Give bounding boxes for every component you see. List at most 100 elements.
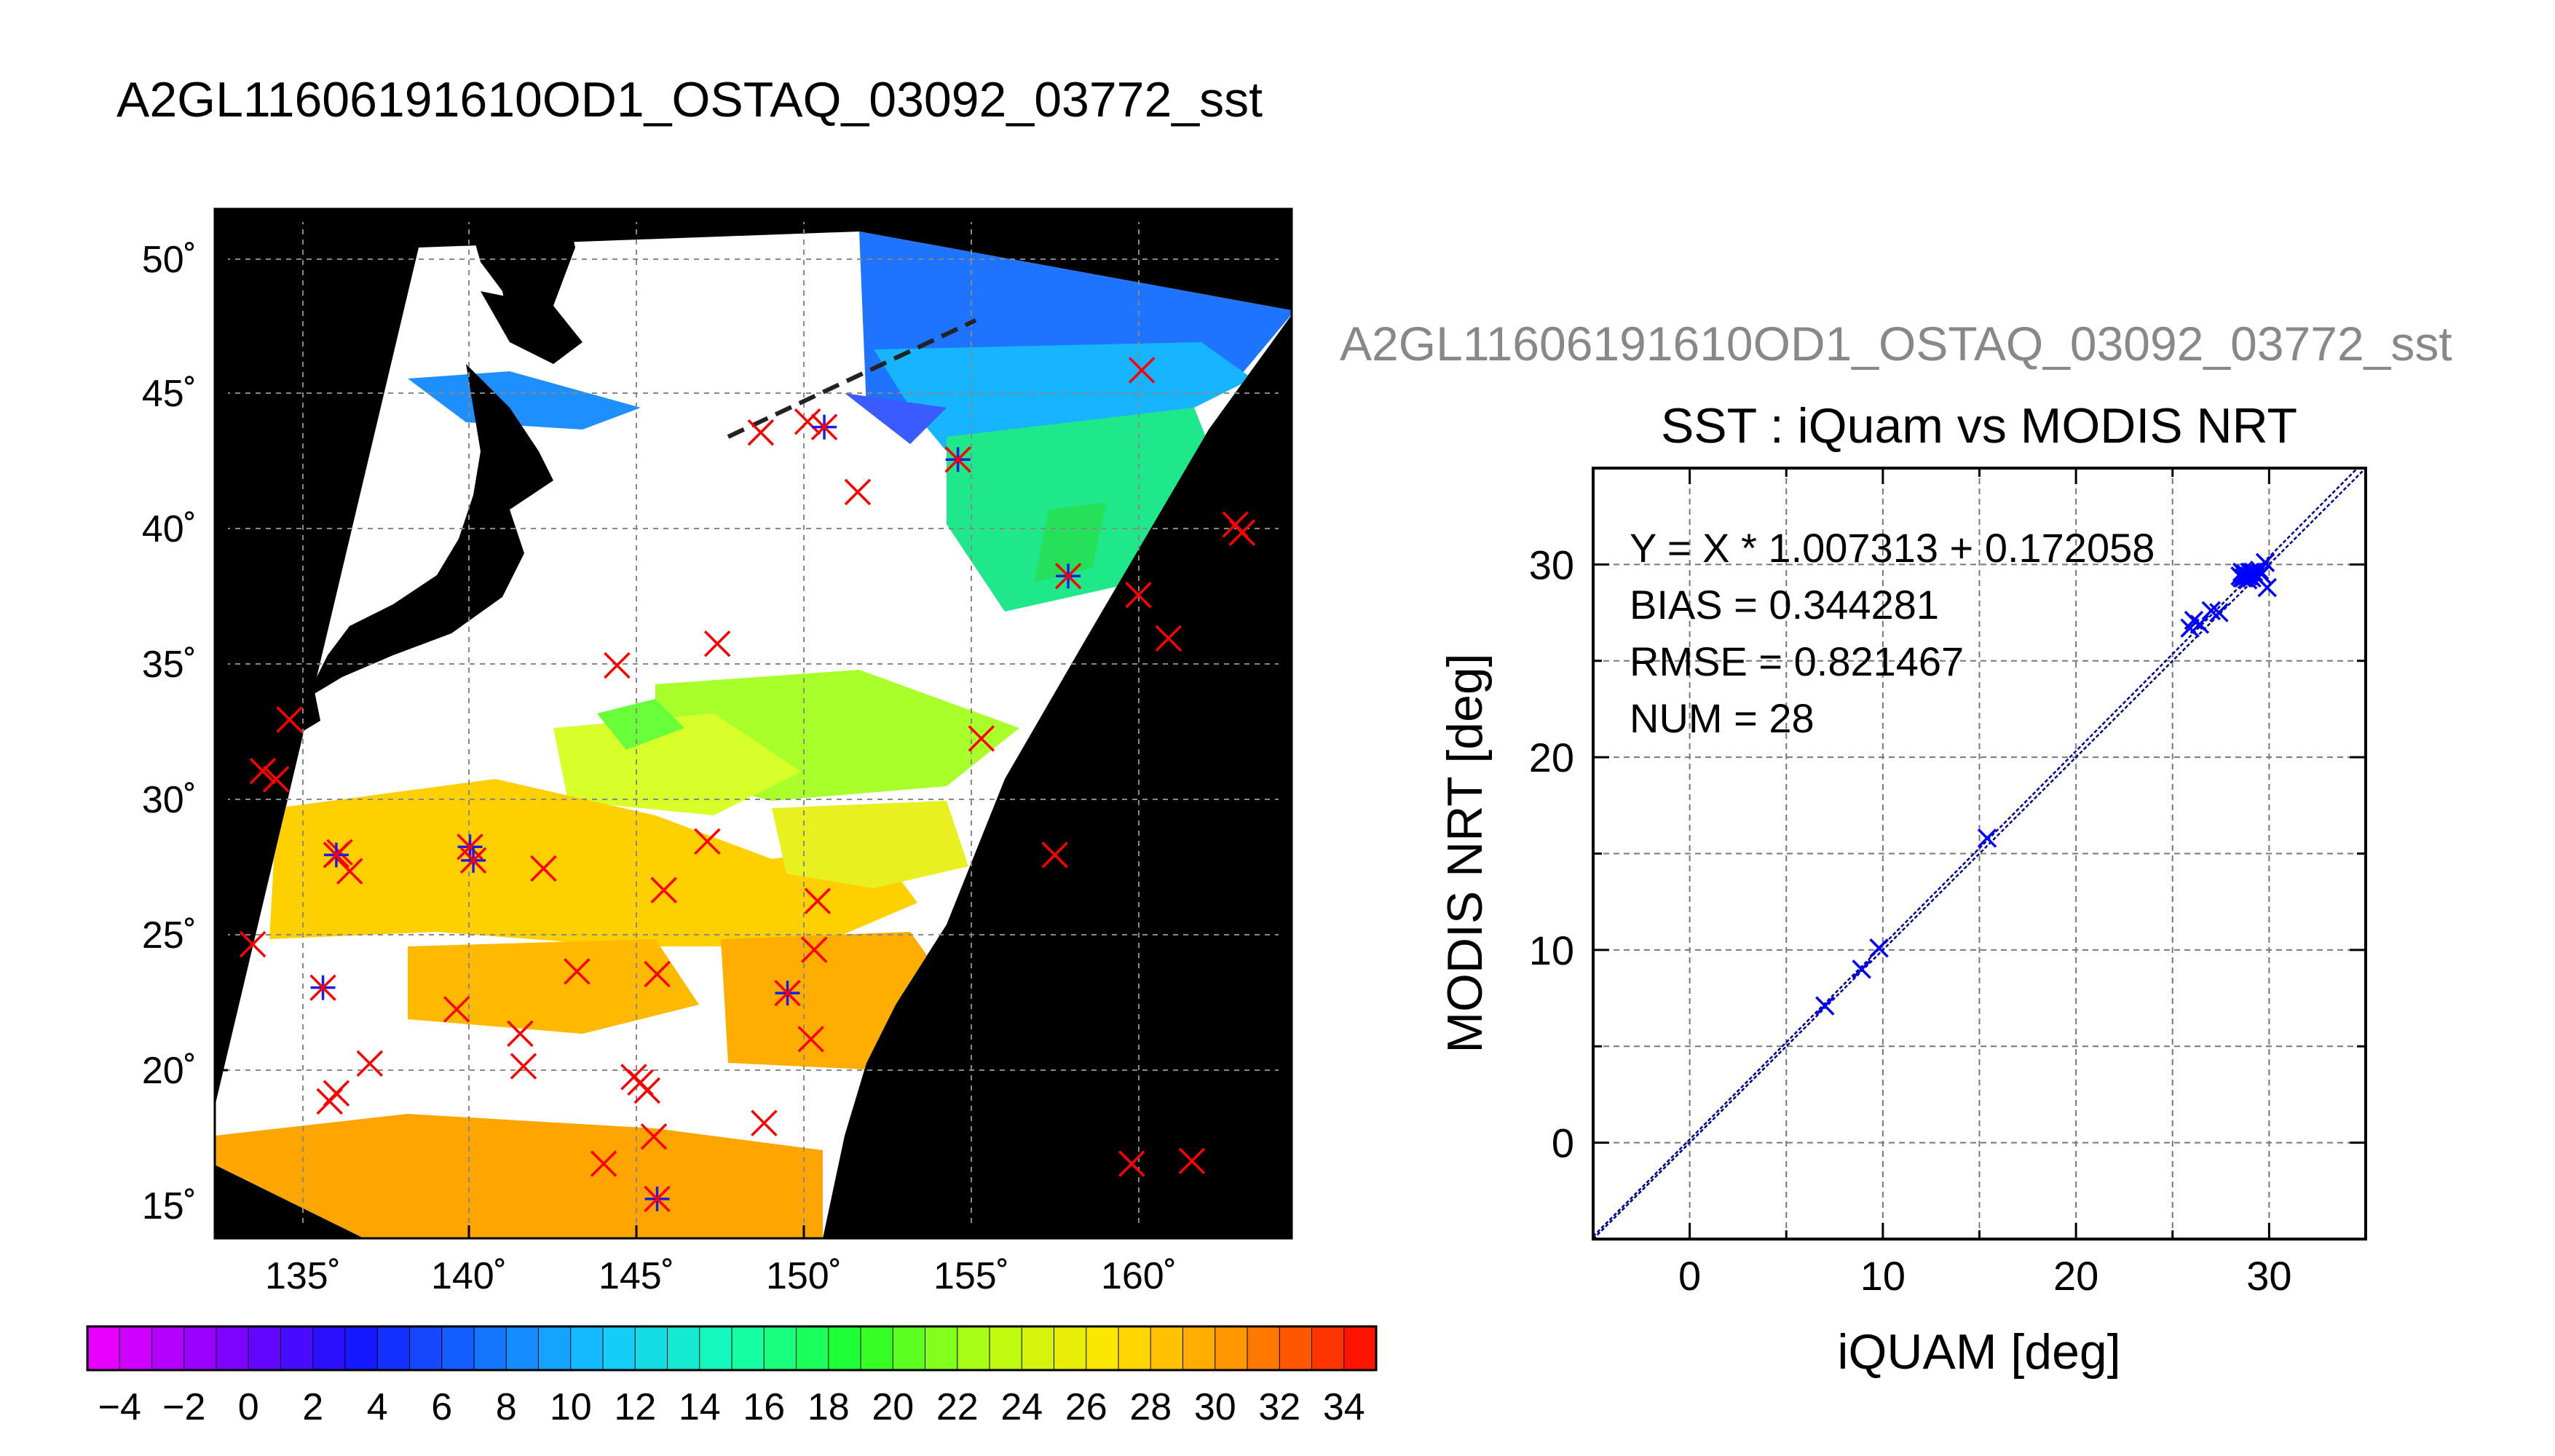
colorbar-tick-label: 30 [1194, 1386, 1236, 1428]
colorbar-cell [1279, 1326, 1312, 1370]
rmse-value: RMSE = 0.821467 [1630, 638, 1964, 684]
obs-x-marker [1118, 1150, 1145, 1177]
lat-label-25: 25˚ [142, 914, 197, 957]
colorbar-cell [377, 1326, 410, 1370]
obs-x-marker [443, 996, 470, 1023]
identity-line [1593, 468, 2366, 1239]
lat-label-15: 15˚ [142, 1185, 197, 1227]
lon-label-160: 160˚ [1101, 1255, 1177, 1297]
scatter-point [2243, 562, 2264, 582]
map-markers [239, 357, 1256, 1213]
regression-line [1593, 468, 2359, 1238]
obs-matched-marker [309, 974, 336, 1001]
obs-x-marker [356, 1050, 384, 1077]
obs-x-marker [968, 725, 995, 752]
x-axis-label: iQUAM [deg] [1837, 1324, 2120, 1380]
y-tick-label: 20 [1529, 735, 1574, 780]
colorbar-tick-label: 32 [1258, 1386, 1300, 1428]
obs-matched-marker [1054, 563, 1082, 590]
colorbar-cell [1054, 1326, 1087, 1370]
obs-x-marker [640, 1123, 668, 1150]
lon-labels: 135˚ 140˚ 145˚ 150˚ 155˚ 160˚ [265, 1255, 1177, 1297]
lon-label-140: 140˚ [431, 1255, 507, 1297]
colorbar-cell [216, 1326, 249, 1370]
colorbar: −4 −2 0 2 4 6 8 10 12 14 16 18 20 22 24 26 28 30 32 34 [86, 1325, 1378, 1428]
colorbar-tick-label: 4 [367, 1386, 388, 1428]
colorbar-cell [1118, 1326, 1151, 1370]
obs-x-marker [1155, 625, 1182, 652]
track-line [727, 318, 977, 439]
obs-x-marker [747, 419, 775, 446]
lon-label-150: 150˚ [766, 1255, 842, 1297]
colorbar-cells [87, 1326, 1377, 1370]
obs-x-marker [794, 408, 821, 435]
map-frame [213, 207, 1293, 1240]
obs-x-marker [249, 757, 277, 785]
page-title: A2GL11606191610OD1_OSTAQ_03092_03772_sst [117, 72, 1263, 127]
colorbar-cell [796, 1326, 829, 1370]
colorbar-cell [248, 1326, 281, 1370]
obs-x-marker [507, 1020, 534, 1048]
obs-x-marker [1128, 357, 1156, 384]
colorbar-cell [183, 1326, 217, 1370]
colorbar-cell [764, 1326, 797, 1370]
colorbar-cell [1022, 1326, 1054, 1370]
obs-matched-marker [644, 1185, 671, 1213]
obs-x-marker [336, 858, 363, 885]
colorbar-tick-label: 6 [431, 1386, 452, 1428]
colorbar-tick-label: 20 [872, 1386, 914, 1428]
colorbar-tick-label: 22 [936, 1386, 979, 1428]
colorbar-cell [538, 1326, 572, 1370]
obs-matched-marker [774, 979, 801, 1007]
obs-x-marker [1228, 519, 1256, 546]
obs-x-marker [323, 1080, 350, 1107]
lat-label-40: 40˚ [142, 508, 197, 550]
scatter-point [2189, 614, 2210, 634]
colorbar-cell [732, 1326, 765, 1370]
colorbar-cell [1247, 1326, 1280, 1370]
bias-value: BIAS = 0.344281 [1630, 582, 1939, 628]
obs-x-marker [276, 706, 303, 733]
obs-x-marker [510, 1053, 537, 1080]
scatter-point [1852, 960, 1871, 979]
scatter-point [2251, 564, 2272, 584]
colorbar-tick-label: 18 [807, 1386, 850, 1428]
lat-labels: 50˚ 45˚ 40˚ 35˚ 30˚ 25˚ 20˚ 15˚ [142, 239, 197, 1227]
scatter-point [2209, 603, 2229, 622]
lon-label-155: 155˚ [933, 1255, 1009, 1297]
colorbar-labels: −4 −2 0 2 4 6 8 10 12 14 16 18 20 22 24 26 28 30 32 34 [98, 1386, 1365, 1428]
lon-label-145: 145˚ [599, 1255, 674, 1297]
obs-x-marker [530, 855, 557, 882]
lat-label-50: 50˚ [142, 239, 197, 281]
sst-map: 50˚ 45˚ 40˚ 35˚ 30˚ 25˚ 20˚ 15˚ 135˚ 140… [142, 207, 1293, 1297]
colorbar-cell [925, 1326, 958, 1370]
lat-label-45: 45˚ [142, 373, 197, 415]
colorbar-cell [1150, 1326, 1183, 1370]
colorbar-tick-label: 24 [1000, 1386, 1043, 1428]
colorbar-cell [1086, 1326, 1119, 1370]
colorbar-cell [861, 1326, 893, 1370]
obs-x-marker [844, 478, 872, 506]
colorbar-tick-label: 16 [743, 1386, 785, 1428]
obs-x-marker [604, 652, 631, 679]
map-grid [215, 209, 1292, 1238]
obs-x-marker [564, 958, 591, 985]
y-axis-label: MODIS NRT [deg] [1437, 653, 1493, 1053]
x-tick-label: 20 [2053, 1253, 2098, 1299]
scatter-title: SST : iQuam vs MODIS NRT [1661, 398, 2297, 454]
obs-x-marker [239, 930, 266, 958]
scatter-x-tick-labels: 0 10 20 30 [1678, 1253, 2291, 1299]
obs-x-marker [694, 828, 721, 855]
obs-x-marker [751, 1109, 778, 1136]
colorbar-cell [893, 1326, 925, 1370]
colorbar-tick-label: 14 [679, 1386, 721, 1428]
obs-x-marker [804, 887, 832, 914]
y-tick-label: 30 [1529, 542, 1574, 587]
colorbar-cell [635, 1326, 668, 1370]
colorbar-cell [957, 1326, 990, 1370]
scatter-points [1815, 553, 2277, 1016]
colorbar-cell [603, 1326, 636, 1370]
colorbar-cell [409, 1326, 443, 1370]
